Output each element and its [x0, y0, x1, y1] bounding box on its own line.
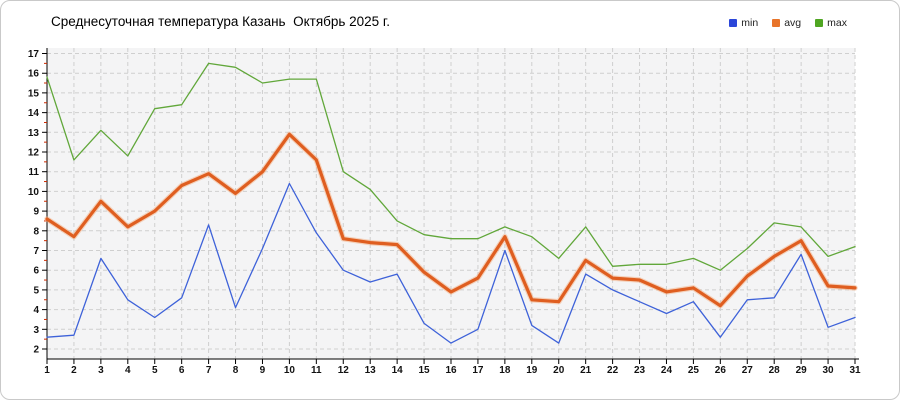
y-tick-label: 5	[33, 285, 39, 296]
x-tick-label: 18	[499, 365, 511, 376]
x-tick-label: 14	[392, 365, 404, 376]
x-tick-label: 19	[526, 365, 538, 376]
y-tick-label: 6	[33, 266, 39, 277]
x-tick-label: 31	[849, 365, 861, 376]
y-tick-label: 2	[33, 345, 39, 356]
x-tick-label: 5	[152, 365, 158, 376]
y-tick-label: 9	[33, 207, 39, 218]
x-tick-label: 29	[796, 365, 808, 376]
x-tick-label: 11	[311, 365, 322, 376]
x-tick-label: 15	[419, 365, 431, 376]
y-tick-label: 11	[28, 167, 39, 178]
y-tick-label: 7	[33, 246, 39, 257]
x-tick-label: 30	[823, 365, 835, 376]
y-tick-label: 17	[28, 49, 40, 60]
legend-label-max: max	[827, 17, 847, 29]
series-line-avg	[45, 132, 857, 308]
legend-item-avg: avg	[772, 17, 801, 29]
x-tick-label: 21	[580, 365, 592, 376]
legend-label-min: min	[741, 17, 759, 29]
y-tick-label: 3	[33, 325, 39, 336]
legend: min avg max	[729, 17, 847, 29]
x-tick-label: 20	[553, 365, 565, 376]
y-tick-label: 14	[28, 108, 40, 119]
x-tick-label: 24	[661, 365, 673, 376]
x-tick-label: 10	[284, 365, 296, 376]
x-tick-label: 25	[688, 365, 700, 376]
x-tick-label: 1	[44, 365, 50, 376]
x-tick-label: 4	[125, 365, 131, 376]
x-tick-label: 17	[472, 365, 484, 376]
y-tick-label: 15	[28, 88, 40, 99]
y-tick-label: 13	[28, 128, 40, 139]
x-tick-label: 9	[260, 365, 266, 376]
y-tick-label: 16	[28, 69, 40, 80]
x-tick-label: 13	[365, 365, 377, 376]
x-tick-label: 6	[179, 365, 185, 376]
x-tick-label: 16	[445, 365, 457, 376]
y-tick-label: 8	[33, 226, 39, 237]
x-tick-label: 22	[607, 365, 619, 376]
legend-swatch-avg-icon	[772, 19, 781, 27]
x-tick-label: 12	[338, 365, 350, 376]
legend-swatch-max-icon	[815, 19, 824, 27]
y-tick-label: 12	[28, 148, 40, 159]
y-tick-label: 10	[28, 187, 40, 198]
x-tick-label: 26	[715, 365, 727, 376]
legend-swatch-min-icon	[729, 19, 738, 27]
y-tick-label: 4	[33, 305, 39, 316]
legend-item-max: max	[815, 17, 847, 29]
x-tick-label: 23	[634, 365, 646, 376]
legend-item-min: min	[729, 17, 758, 29]
series-line-min	[46, 182, 856, 344]
x-tick-label: 2	[71, 365, 77, 376]
x-tick-label: 7	[206, 365, 212, 376]
series-line-max	[46, 62, 856, 271]
x-tick-label: 8	[233, 365, 239, 376]
x-tick-label: 27	[742, 365, 754, 376]
legend-label-avg: avg	[784, 17, 802, 29]
chart-title: Среднесуточная температура Казань Октябр…	[51, 14, 390, 29]
x-tick-label: 28	[769, 365, 781, 376]
x-tick-label: 3	[98, 365, 104, 376]
